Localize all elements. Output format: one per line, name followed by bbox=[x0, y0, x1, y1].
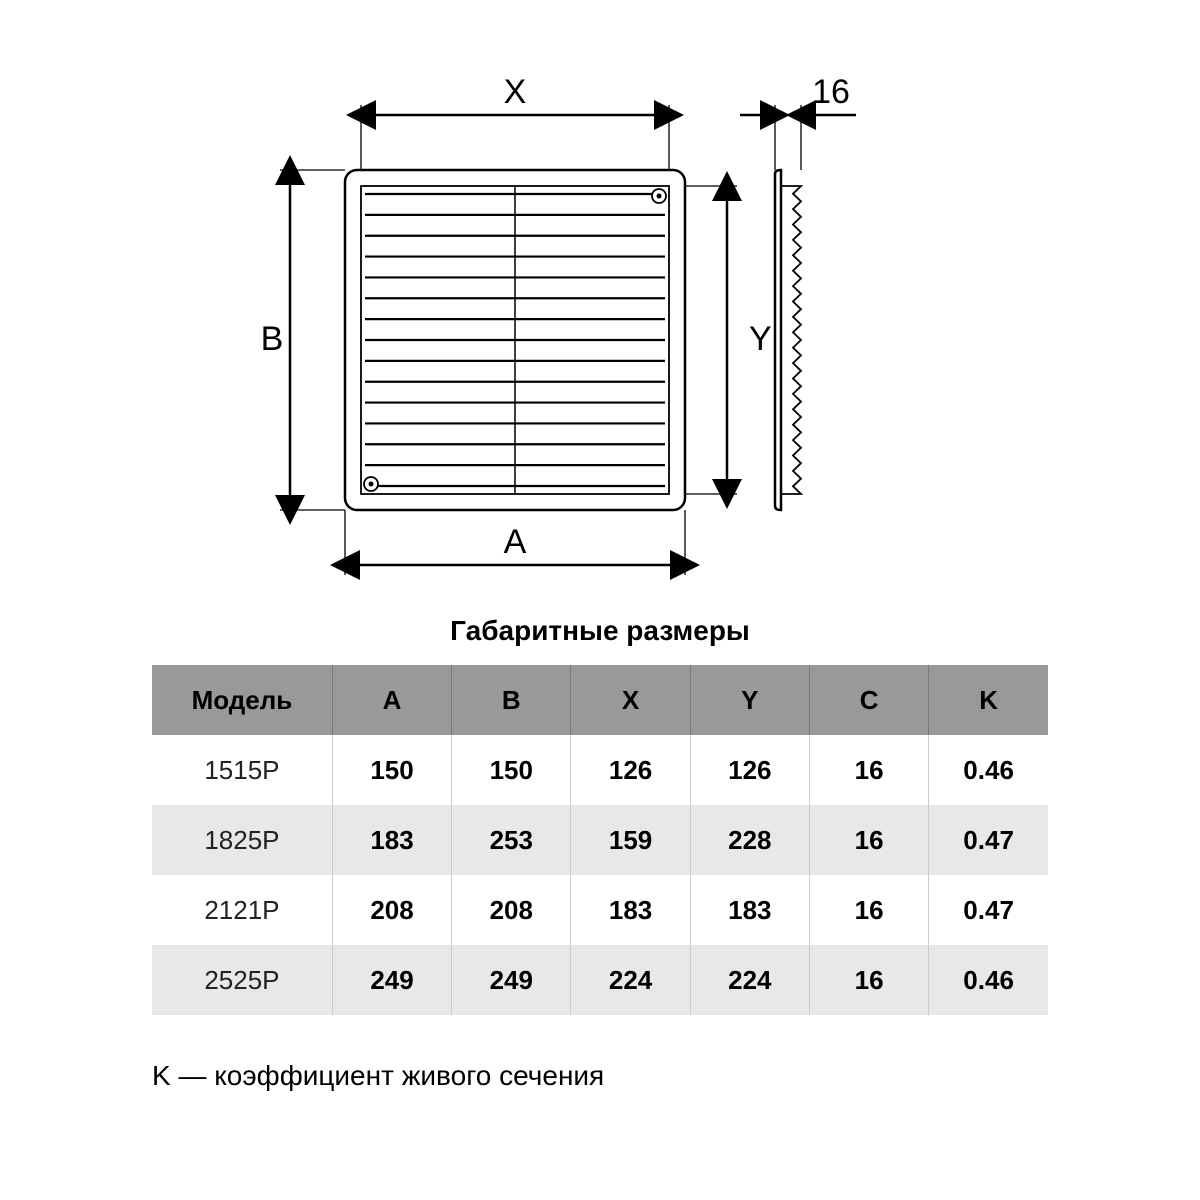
col-a: A bbox=[332, 665, 451, 735]
table-row: 1515Р150150126126160.46 bbox=[152, 735, 1048, 805]
table-header-row: МодельABXYCK bbox=[152, 665, 1048, 735]
table-body: 1515Р150150126126160.461825Р183253159228… bbox=[152, 735, 1048, 1015]
cell-value: 16 bbox=[809, 735, 928, 805]
svg-text:Y: Y bbox=[749, 320, 772, 358]
cell-value: 224 bbox=[571, 945, 690, 1015]
cell-value: 183 bbox=[690, 875, 809, 945]
col-x: X bbox=[571, 665, 690, 735]
cell-model: 2525Р bbox=[152, 945, 332, 1015]
cell-value: 0.47 bbox=[929, 805, 1048, 875]
cell-value: 16 bbox=[809, 805, 928, 875]
cell-value: 249 bbox=[332, 945, 451, 1015]
svg-text:B: B bbox=[261, 320, 284, 358]
col-b: B bbox=[452, 665, 571, 735]
cell-value: 253 bbox=[452, 805, 571, 875]
cell-value: 150 bbox=[452, 735, 571, 805]
cell-value: 0.47 bbox=[929, 875, 1048, 945]
svg-text:16: 16 bbox=[812, 73, 850, 111]
cell-value: 249 bbox=[452, 945, 571, 1015]
dimension-diagram: X A B Y 16 bbox=[225, 60, 975, 580]
col-model: Модель bbox=[152, 665, 332, 735]
svg-text:X: X bbox=[504, 73, 527, 111]
cell-model: 1515Р bbox=[152, 735, 332, 805]
table-row: 2121Р208208183183160.47 bbox=[152, 875, 1048, 945]
col-c: C bbox=[809, 665, 928, 735]
cell-value: 16 bbox=[809, 945, 928, 1015]
footnote: K — коэффициент живого сечения bbox=[152, 1060, 604, 1092]
cell-value: 228 bbox=[690, 805, 809, 875]
cell-value: 150 bbox=[332, 735, 451, 805]
cell-value: 183 bbox=[332, 805, 451, 875]
cell-model: 1825Р bbox=[152, 805, 332, 875]
col-k: K bbox=[929, 665, 1048, 735]
cell-value: 16 bbox=[809, 875, 928, 945]
dimensions-table: МодельABXYCK 1515Р150150126126160.461825… bbox=[152, 665, 1048, 1015]
cell-model: 2121Р bbox=[152, 875, 332, 945]
cell-value: 224 bbox=[690, 945, 809, 1015]
col-y: Y bbox=[690, 665, 809, 735]
cell-value: 0.46 bbox=[929, 945, 1048, 1015]
table-row: 1825Р183253159228160.47 bbox=[152, 805, 1048, 875]
cell-value: 208 bbox=[452, 875, 571, 945]
cell-value: 0.46 bbox=[929, 735, 1048, 805]
cell-value: 159 bbox=[571, 805, 690, 875]
cell-value: 183 bbox=[571, 875, 690, 945]
svg-text:A: A bbox=[504, 523, 527, 561]
cell-value: 126 bbox=[690, 735, 809, 805]
table-row: 2525Р249249224224160.46 bbox=[152, 945, 1048, 1015]
table-title: Габаритные размеры bbox=[0, 615, 1200, 647]
cell-value: 126 bbox=[571, 735, 690, 805]
cell-value: 208 bbox=[332, 875, 451, 945]
